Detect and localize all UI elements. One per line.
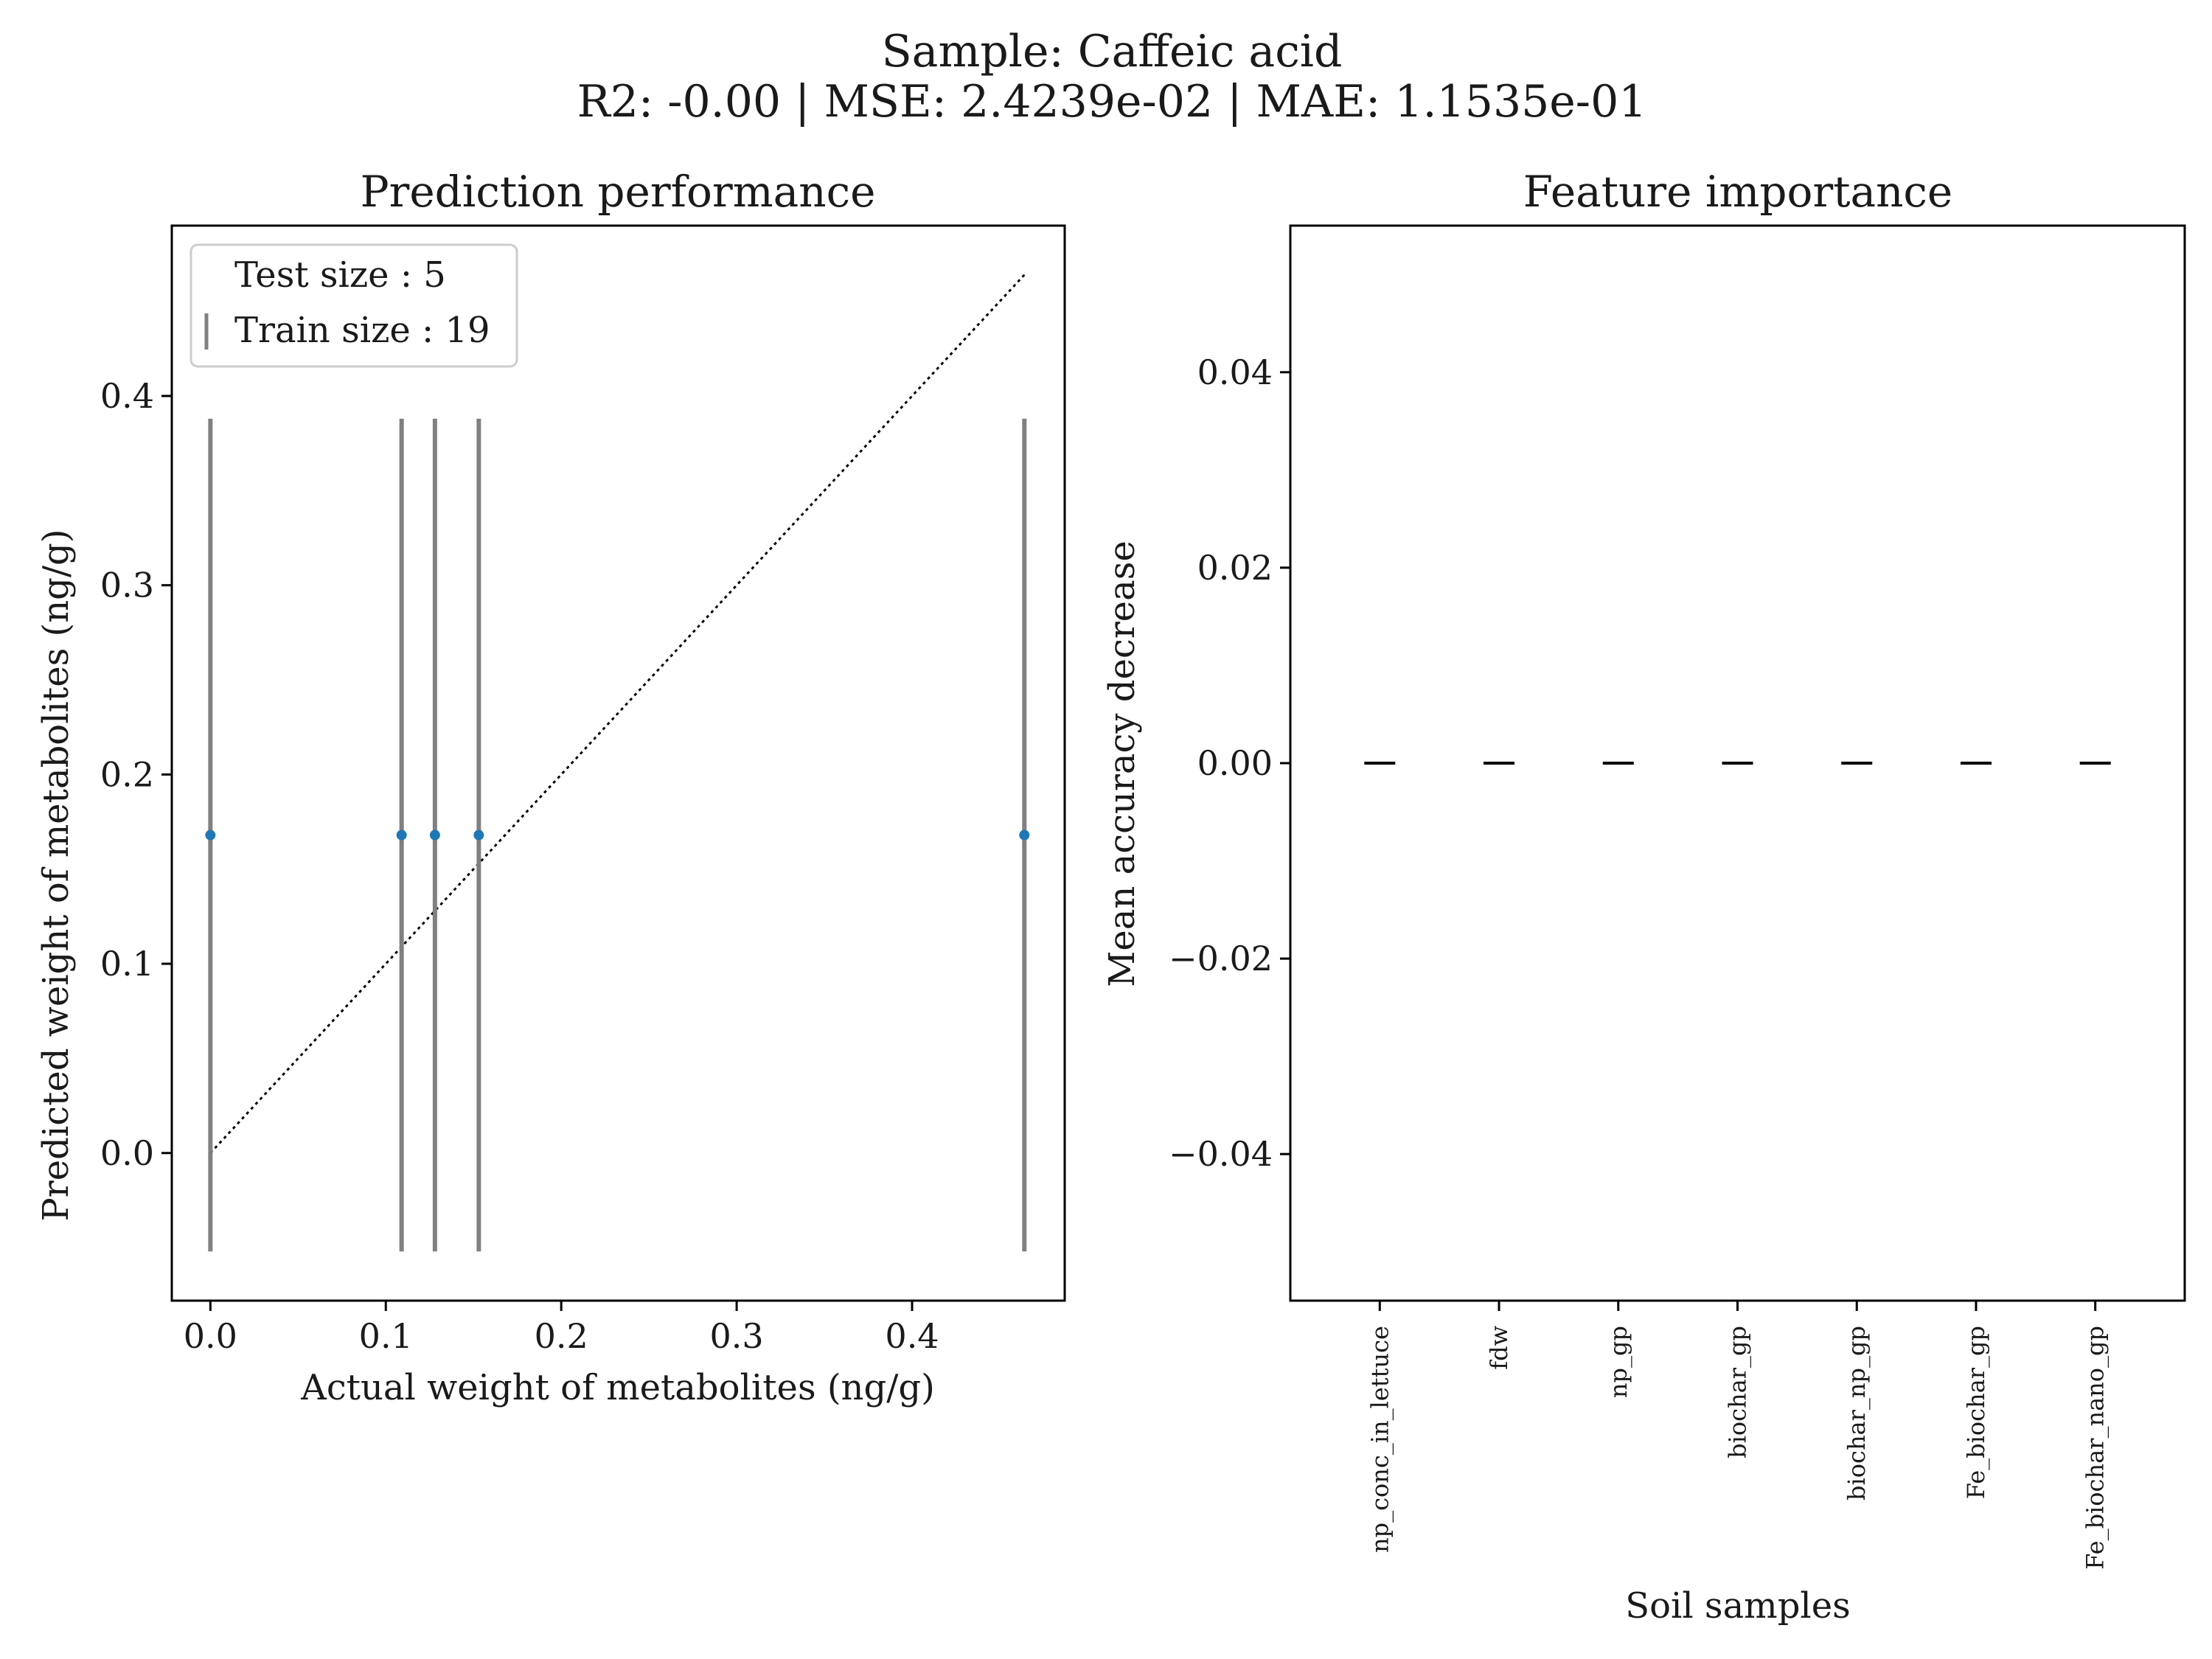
x-tick-label: Fe_biochar_gp [1962,1326,1990,1499]
suptitle-line-1: Sample: Caffeic acid [882,26,1343,77]
x-tick-label: 0.2 [535,1316,588,1356]
identity-line [209,274,1026,1154]
data-point [396,830,407,841]
prediction-performance-panel: Prediction performance 0.0 0.1 0.2 0.3 0.40.… [35,167,1066,1408]
x-tick-label: 0.3 [710,1316,764,1356]
data-point [473,830,484,841]
data-point [205,830,216,841]
y-tick-label: 0.2 [100,754,154,794]
x-tick-label: fdw [1485,1326,1513,1370]
right-panel-title: Feature importance [1523,167,1953,217]
y-tick-label: 0.0 [100,1133,154,1173]
legend-box [189,243,518,368]
x-tick-label: 0.4 [885,1316,939,1356]
right-axes-frame [1289,224,2186,1302]
suptitle-line-2: R2: -0.00 | MSE: 2.4239e-02 | MAE: 1.153… [577,76,1647,128]
x-tick-label: Fe_biochar_nano_gp [2081,1326,2110,1570]
x-tick-label: biochar_gp [1724,1326,1752,1458]
feature-importance-plot-area: np_conc_in_lettuce fdw np_gp biochar_gp bioc… [1169,352,2111,1570]
y-tick-label: 0.04 [1197,352,1273,392]
left-y-axis-label: Predicted weight of metabolites (ng/g) [35,529,77,1222]
y-tick-label: 0.1 [100,944,154,984]
y-tick-label: −0.04 [1169,1134,1273,1174]
feature-importance-panel: Feature importance np_conc_in_lettuce fdw… [1102,167,2186,1627]
prediction-performance-plot-area: 0.0 0.1 0.2 0.3 0.4 0.0 0.1 0.2 0.3 0.4 [100,274,1030,1356]
left-x-axis-label: Actual weight of metabolites (ng/g) [300,1367,935,1408]
legend-entry-test-size: Test size : 5 [234,254,446,296]
right-x-axis-label: Soil samples [1625,1585,1851,1627]
x-tick-label: biochar_np_gp [1843,1326,1871,1500]
legend: Test size : 5 Train size : 19 [189,243,518,368]
x-tick-label: np_conc_in_lettuce [1366,1326,1394,1553]
y-tick-label: 0.02 [1197,548,1273,588]
legend-entry-train-size: Train size : 19 [234,310,490,351]
left-axes-frame [170,224,1066,1302]
data-point [429,830,440,841]
y-tick-label: −0.02 [1169,939,1273,978]
right-y-axis-label: Mean accuracy decrease [1102,540,1143,987]
y-tick-label: 0.4 [100,376,154,416]
left-panel-title: Prediction performance [361,167,876,217]
x-tick-label: 0.0 [184,1316,237,1356]
x-tick-label: np_gp [1604,1326,1632,1398]
x-tick-label: 0.1 [359,1316,413,1356]
data-point [1019,830,1030,841]
y-tick-label: 0.00 [1197,743,1273,783]
y-tick-label: 0.3 [100,566,154,605]
